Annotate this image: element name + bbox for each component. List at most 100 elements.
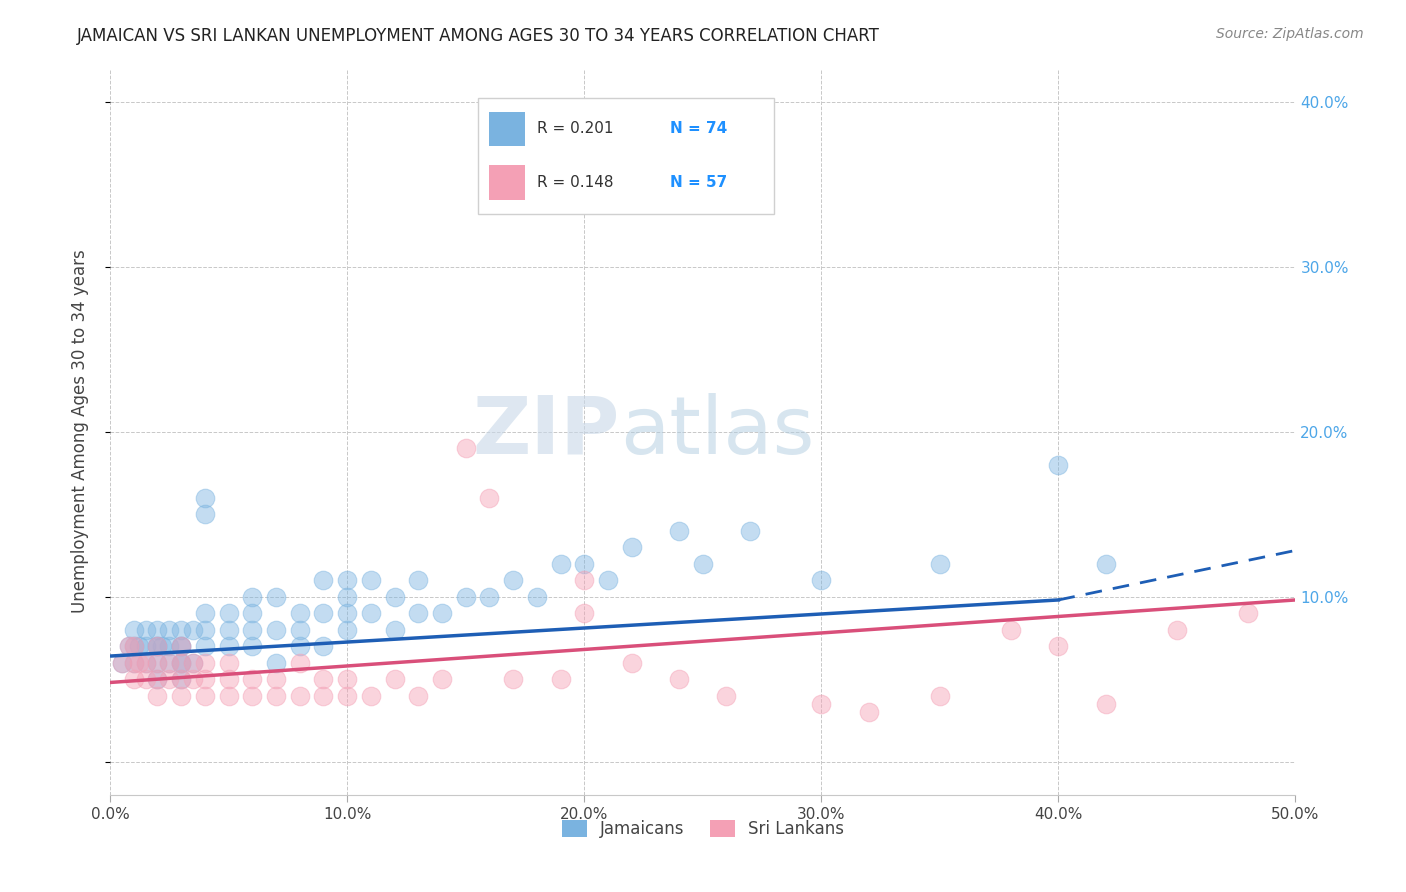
Point: [288, 606, 311, 620]
Point: [157, 656, 180, 670]
Point: [194, 623, 217, 637]
Point: [312, 639, 335, 653]
Point: [218, 623, 240, 637]
Point: [146, 623, 169, 637]
Point: [135, 639, 157, 653]
Point: [550, 672, 572, 686]
Point: [312, 672, 335, 686]
Point: [406, 573, 429, 587]
Point: [264, 590, 287, 604]
Text: atlas: atlas: [620, 392, 814, 471]
Point: [157, 672, 180, 686]
Point: [1047, 639, 1070, 653]
Point: [135, 623, 157, 637]
Point: [170, 639, 193, 653]
Point: [858, 705, 880, 719]
Point: [157, 623, 180, 637]
Point: [181, 656, 204, 670]
Point: [146, 639, 169, 653]
Point: [288, 656, 311, 670]
Point: [716, 689, 738, 703]
Point: [146, 672, 169, 686]
Point: [128, 639, 150, 653]
Point: [170, 672, 193, 686]
Point: [170, 623, 193, 637]
Point: [111, 656, 134, 670]
Point: [118, 639, 141, 653]
Point: [692, 557, 714, 571]
Point: [240, 623, 263, 637]
Point: [384, 623, 406, 637]
Point: [810, 573, 832, 587]
Point: [288, 623, 311, 637]
Point: [502, 672, 524, 686]
Point: [264, 672, 287, 686]
Point: [122, 639, 145, 653]
Point: [146, 672, 169, 686]
Text: ZIP: ZIP: [472, 392, 620, 471]
Point: [620, 656, 643, 670]
Point: [430, 672, 453, 686]
Point: [406, 689, 429, 703]
Point: [240, 639, 263, 653]
Point: [384, 672, 406, 686]
Point: [360, 573, 382, 587]
Point: [264, 623, 287, 637]
Point: [288, 689, 311, 703]
Point: [170, 689, 193, 703]
Point: [240, 606, 263, 620]
Point: [574, 573, 596, 587]
Point: [1166, 623, 1188, 637]
Point: [194, 507, 217, 521]
Point: [122, 656, 145, 670]
Point: [146, 639, 169, 653]
Point: [157, 656, 180, 670]
Point: [928, 689, 950, 703]
Point: [430, 606, 453, 620]
Point: [122, 623, 145, 637]
Point: [336, 573, 359, 587]
Point: [146, 639, 169, 653]
Point: [550, 557, 572, 571]
Point: [288, 639, 311, 653]
Point: [194, 491, 217, 505]
Point: [118, 639, 141, 653]
Point: [668, 672, 690, 686]
Point: [928, 557, 950, 571]
Point: [218, 656, 240, 670]
Point: [122, 639, 145, 653]
Point: [596, 573, 619, 587]
Point: [360, 689, 382, 703]
Point: [574, 606, 596, 620]
Point: [360, 606, 382, 620]
Point: [170, 656, 193, 670]
Point: [135, 672, 157, 686]
Text: Source: ZipAtlas.com: Source: ZipAtlas.com: [1216, 27, 1364, 41]
Point: [478, 491, 501, 505]
Point: [157, 639, 180, 653]
Point: [146, 656, 169, 670]
Point: [668, 524, 690, 538]
Point: [181, 623, 204, 637]
Point: [181, 656, 204, 670]
Point: [502, 573, 524, 587]
Y-axis label: Unemployment Among Ages 30 to 34 years: Unemployment Among Ages 30 to 34 years: [72, 250, 89, 614]
Point: [454, 590, 477, 604]
Point: [336, 672, 359, 686]
Point: [170, 639, 193, 653]
Point: [454, 441, 477, 455]
Point: [128, 656, 150, 670]
Point: [135, 656, 157, 670]
Point: [218, 639, 240, 653]
Text: JAMAICAN VS SRI LANKAN UNEMPLOYMENT AMONG AGES 30 TO 34 YEARS CORRELATION CHART: JAMAICAN VS SRI LANKAN UNEMPLOYMENT AMON…: [77, 27, 880, 45]
Point: [170, 656, 193, 670]
Point: [122, 672, 145, 686]
Point: [336, 623, 359, 637]
Point: [1047, 458, 1070, 472]
Point: [170, 639, 193, 653]
Point: [478, 590, 501, 604]
Point: [574, 557, 596, 571]
Point: [406, 606, 429, 620]
Point: [146, 689, 169, 703]
Point: [170, 672, 193, 686]
